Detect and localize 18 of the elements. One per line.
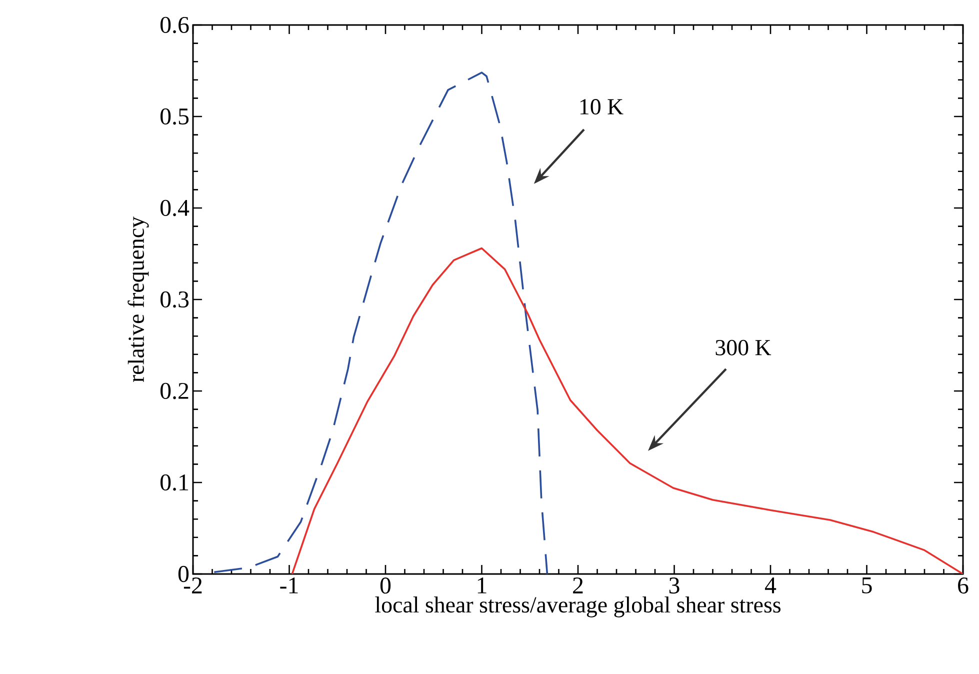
- y-tick-label: 0.1: [160, 474, 188, 491]
- x-tick-label: 3: [669, 578, 680, 594]
- x-tick-label: 0: [380, 578, 391, 594]
- annotation: 10 K: [580, 99, 624, 115]
- x-tick-label: 6: [958, 578, 968, 594]
- x-tick-label: 5: [862, 578, 872, 594]
- annotation: 300 K: [716, 340, 772, 356]
- x-tick-label: 2: [573, 578, 583, 594]
- x-tick-label: 4: [764, 578, 776, 594]
- x-tick-label: 1: [478, 578, 486, 594]
- x-tick-label: -1: [280, 578, 298, 594]
- y-axis-title: relative frequency: [128, 216, 149, 382]
- y-tick-label: 0.4: [160, 200, 190, 216]
- x-axis-title: local shear stress/average global shear stress: [375, 596, 780, 618]
- y-tick-label: 0.3: [160, 291, 189, 308]
- y-tick-label: 0.6: [160, 16, 189, 34]
- y-tick-label: 0.2: [160, 382, 188, 400]
- y-tick-label: 0.5: [160, 108, 189, 125]
